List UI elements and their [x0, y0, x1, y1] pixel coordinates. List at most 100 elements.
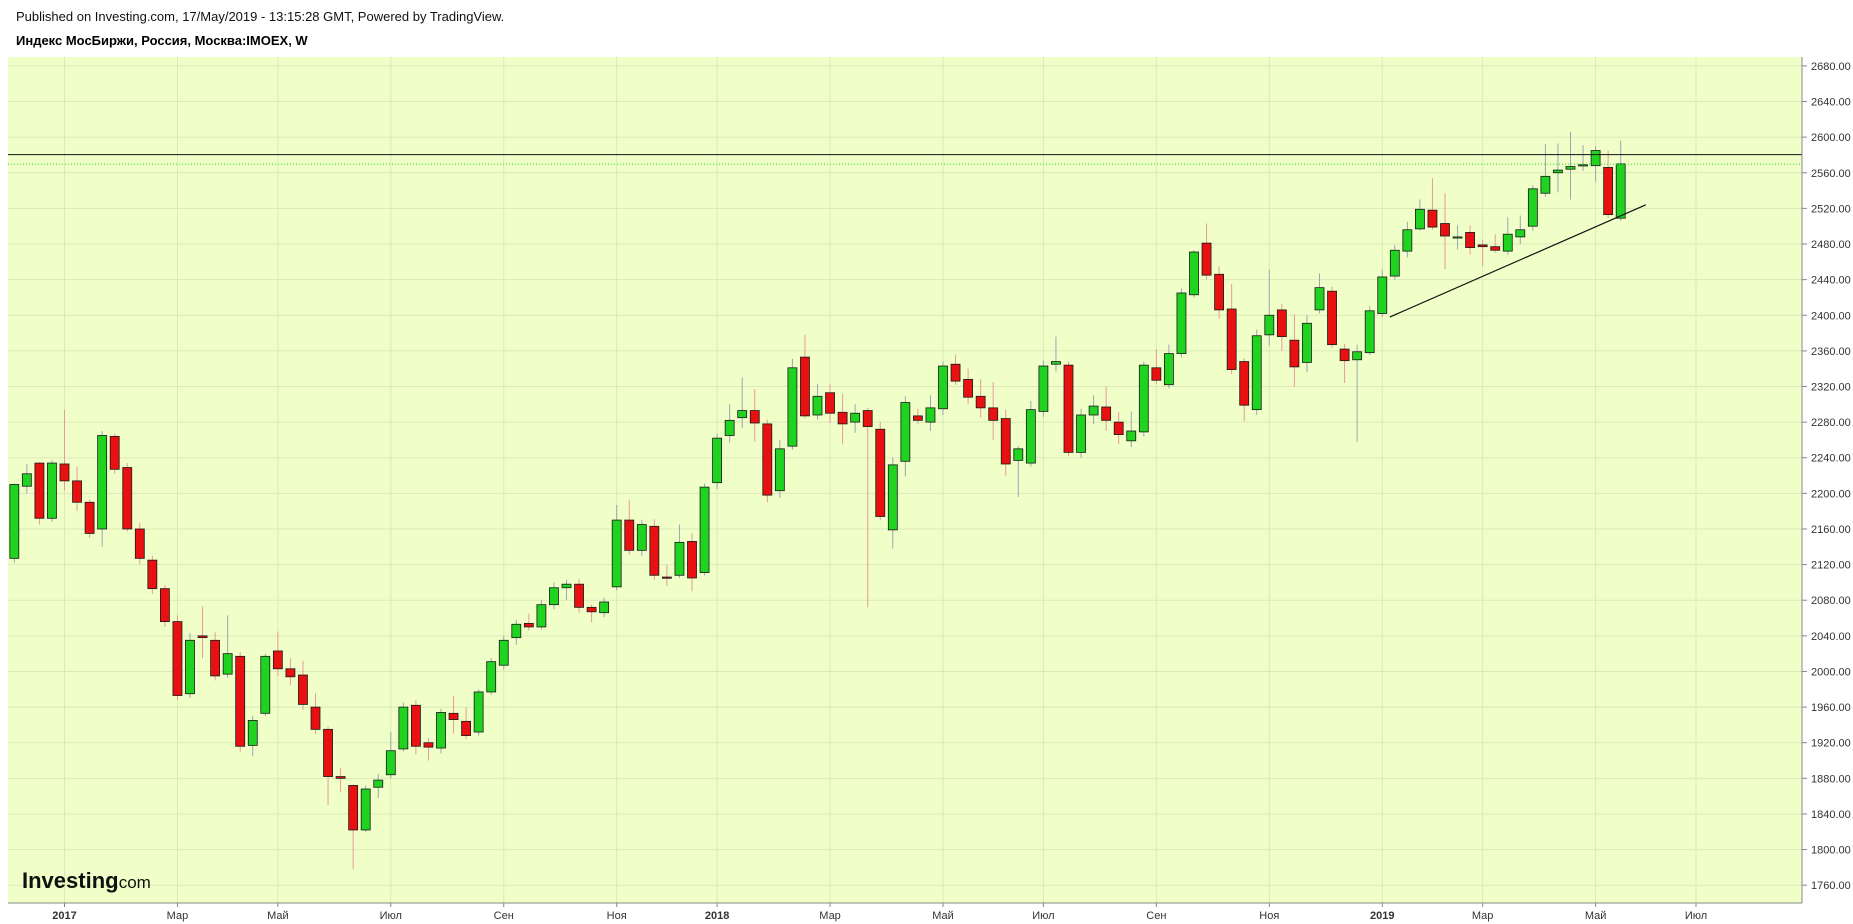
- candle[interactable]: [1239, 357, 1250, 422]
- candle[interactable]: [774, 439, 785, 498]
- candle[interactable]: [436, 708, 446, 754]
- candle[interactable]: [611, 504, 622, 591]
- candle[interactable]: [1226, 284, 1237, 375]
- candle[interactable]: [825, 383, 835, 424]
- candle[interactable]: [523, 613, 534, 631]
- candle[interactable]: [925, 395, 936, 432]
- candle[interactable]: [1013, 446, 1024, 497]
- candle[interactable]: [1377, 269, 1388, 318]
- candle[interactable]: [749, 389, 760, 442]
- candle[interactable]: [461, 707, 472, 740]
- candle[interactable]: [473, 689, 484, 736]
- candle[interactable]: [285, 658, 296, 685]
- candle[interactable]: [159, 585, 170, 627]
- candle[interactable]: [649, 519, 660, 580]
- candle[interactable]: [1151, 349, 1162, 384]
- candle[interactable]: [862, 407, 873, 608]
- candle[interactable]: [222, 615, 233, 678]
- candle[interactable]: [900, 396, 911, 477]
- candle[interactable]: [1352, 344, 1363, 442]
- candle[interactable]: [975, 379, 986, 418]
- candle[interactable]: [1025, 400, 1036, 467]
- candle[interactable]: [147, 555, 158, 594]
- time-axis[interactable]: 2017 Мар Май Июл Сен Ноя 2018 Мар Май Июл Сен Ноя 20…: [0, 902, 1853, 924]
- candle[interactable]: [624, 499, 635, 555]
- candle[interactable]: [1527, 185, 1538, 231]
- candle[interactable]: [1189, 250, 1199, 298]
- candle[interactable]: [486, 658, 497, 695]
- candle[interactable]: [1402, 221, 1413, 258]
- candle[interactable]: [762, 419, 773, 503]
- candle[interactable]: [34, 462, 45, 525]
- candle[interactable]: [913, 408, 923, 424]
- candle[interactable]: [84, 499, 95, 538]
- candle[interactable]: [1113, 412, 1124, 445]
- candle[interactable]: [1440, 193, 1450, 269]
- candle[interactable]: [737, 377, 748, 429]
- candle[interactable]: [938, 361, 948, 415]
- candle[interactable]: [1138, 361, 1149, 437]
- candle[interactable]: [887, 457, 898, 549]
- candle[interactable]: [72, 466, 82, 512]
- candle[interactable]: [712, 433, 722, 489]
- candle[interactable]: [1076, 408, 1086, 458]
- candle[interactable]: [423, 738, 434, 761]
- candle[interactable]: [875, 422, 886, 521]
- candle[interactable]: [1251, 329, 1262, 415]
- candle[interactable]: [298, 660, 308, 710]
- candle[interactable]: [260, 653, 271, 716]
- candle[interactable]: [800, 334, 810, 419]
- candle[interactable]: [1364, 306, 1375, 356]
- candle[interactable]: [511, 619, 522, 645]
- candle[interactable]: [97, 431, 108, 547]
- candle[interactable]: [674, 524, 685, 578]
- candle[interactable]: [498, 635, 509, 670]
- candle[interactable]: [21, 463, 32, 494]
- candle[interactable]: [1201, 223, 1212, 280]
- candle[interactable]: [1101, 386, 1112, 432]
- candle[interactable]: [1415, 199, 1425, 231]
- candle[interactable]: [850, 404, 861, 433]
- candle[interactable]: [1477, 239, 1488, 267]
- candle[interactable]: [335, 767, 346, 792]
- candle[interactable]: [323, 726, 333, 806]
- candle[interactable]: [687, 533, 697, 592]
- candle[interactable]: [1214, 266, 1224, 319]
- candle[interactable]: [1465, 225, 1475, 255]
- candle[interactable]: [1302, 315, 1312, 373]
- candle[interactable]: [1490, 234, 1501, 253]
- candle[interactable]: [1427, 178, 1438, 230]
- candle[interactable]: [1339, 343, 1350, 383]
- candle[interactable]: [724, 404, 735, 443]
- candle[interactable]: [272, 631, 283, 676]
- candle[interactable]: [1327, 286, 1337, 349]
- candle[interactable]: [9, 483, 20, 563]
- candle[interactable]: [1314, 273, 1325, 314]
- candle[interactable]: [699, 483, 710, 576]
- candle[interactable]: [837, 393, 848, 445]
- candle[interactable]: [398, 702, 409, 752]
- candle[interactable]: [373, 773, 384, 798]
- candle[interactable]: [536, 600, 547, 630]
- candle[interactable]: [1063, 361, 1074, 456]
- candle[interactable]: [1540, 144, 1551, 197]
- candle[interactable]: [787, 358, 798, 450]
- candle[interactable]: [1264, 269, 1275, 346]
- candle[interactable]: [122, 463, 133, 532]
- candle[interactable]: [1603, 150, 1614, 219]
- candle[interactable]: [47, 460, 57, 522]
- candle[interactable]: [1615, 140, 1626, 221]
- candle[interactable]: [197, 606, 208, 659]
- candle[interactable]: [1502, 217, 1513, 255]
- candle[interactable]: [448, 696, 459, 734]
- candle[interactable]: [1565, 131, 1576, 200]
- candle[interactable]: [109, 433, 120, 474]
- candle[interactable]: [210, 632, 221, 681]
- candle[interactable]: [1389, 244, 1400, 280]
- candle[interactable]: [410, 699, 421, 755]
- candle[interactable]: [1088, 395, 1099, 424]
- candle[interactable]: [235, 651, 246, 752]
- candle[interactable]: [586, 604, 597, 623]
- candle[interactable]: [1452, 225, 1463, 250]
- candle[interactable]: [1038, 360, 1049, 417]
